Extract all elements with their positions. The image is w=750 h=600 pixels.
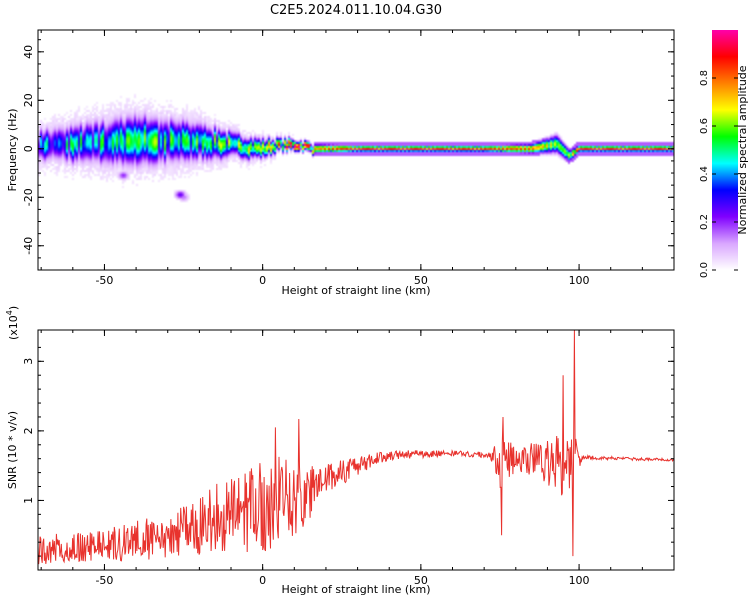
spectrogram-xtick-label: 0 [259, 274, 266, 287]
colorbar-scale [712, 30, 738, 270]
spectrogram-xtick-label: 100 [569, 274, 590, 287]
snr-xtick-label: 50 [414, 574, 428, 587]
snr-border [37, 329, 675, 571]
snr-ytick-label: 2 [22, 427, 35, 434]
colorbar-tick-label: 0.2 [699, 214, 710, 230]
spectrogram-ytick-label: 40 [22, 45, 35, 59]
colorbar-tick-label: 0.8 [699, 70, 710, 86]
snr-xtick-label: 0 [259, 574, 266, 587]
snr-yscale-text: (x10 [7, 315, 20, 340]
spectrogram-ytick-label: 0 [22, 145, 35, 152]
spectrogram-ylabel: Frequency (Hz) [6, 109, 19, 192]
spectrogram-xtick-label: 50 [414, 274, 428, 287]
spectrogram-ytick-label: 20 [22, 93, 35, 107]
snr-ytick-label: 1 [22, 497, 35, 504]
snr-yscale-exponent: 4 [5, 310, 14, 315]
snr-yscale-close: ) [7, 306, 20, 310]
spectrogram-xtick-label: -50 [95, 274, 113, 287]
spectrogram-border [37, 29, 675, 271]
snr-yscale-base: (x104) [5, 306, 20, 340]
figure-title: C2E5.2024.011.10.04.G30 [270, 3, 442, 18]
snr-ytick-label: 3 [22, 358, 35, 365]
colorbar-tick-label: 0.4 [699, 166, 710, 182]
colorbar-ticks: 0.0 0.2 0.4 0.6 0.8 [699, 70, 738, 278]
colorbar-tick-label: 0.6 [699, 118, 710, 134]
spectrogram-panel: -50 0 50 100 -40 -20 0 20 40 Height of straight … [6, 29, 675, 297]
snr-xtick-label: -50 [95, 574, 113, 587]
snr-ticks: -50 0 50 100 1 2 3 [22, 330, 675, 587]
snr-xlabel: Height of straight line (km) [281, 583, 430, 596]
spectrogram-ticks: -50 0 50 100 -40 -20 0 20 40 [22, 30, 675, 287]
snr-ylabel: SNR (10 * v/v) [6, 411, 19, 489]
spectrogram-ytick-label: -40 [22, 237, 35, 255]
spectrogram-heatmap [38, 30, 674, 270]
snr-series-line [38, 330, 674, 565]
colorbar-tick-label: 0.0 [699, 262, 710, 278]
snr-yscale: (x104) [5, 306, 20, 340]
colorbar-label: Normalized spectral amplitude [736, 65, 749, 234]
colorbar: 0.0 0.2 0.4 0.6 0.8 Normalized spectral ampl… [699, 30, 749, 278]
snr-panel: -50 0 50 100 1 2 3 Height of straight line (km… [5, 306, 675, 596]
spectrogram-xlabel: Height of straight line (km) [281, 284, 430, 297]
snr-xtick-label: 100 [569, 574, 590, 587]
spectrogram-ytick-label: -20 [22, 188, 35, 206]
